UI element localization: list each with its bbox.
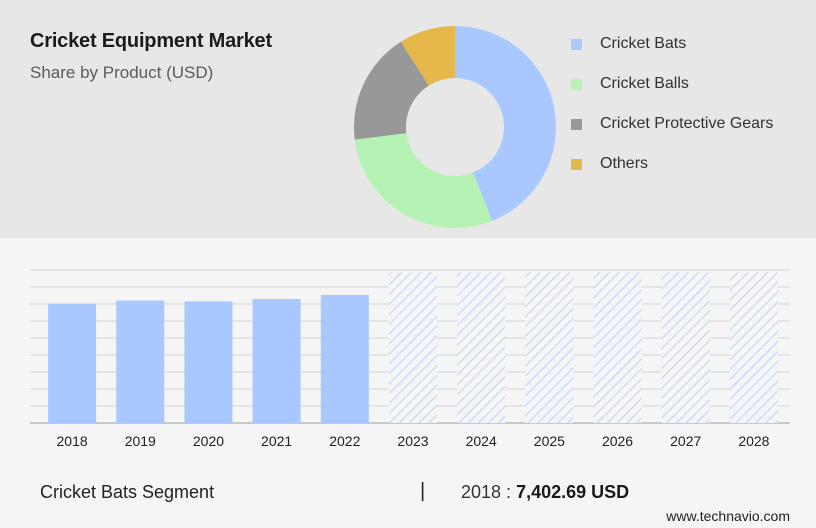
bar-forecast-2024 <box>457 272 506 423</box>
legend-item-others: Others <box>571 154 773 174</box>
bar-forecast-2026 <box>593 272 642 423</box>
footer-value: 7,402.69 USD <box>516 482 630 502</box>
bar-2021 <box>252 298 301 423</box>
donut-slice-others <box>400 26 455 86</box>
x-tick-label: 2026 <box>602 433 633 449</box>
year-value: 2018 : 7,402.69 USD <box>461 482 629 503</box>
bar-forecast-2025 <box>525 272 574 423</box>
x-tick-label: 2025 <box>534 433 565 449</box>
x-tick-label: 2019 <box>125 433 156 449</box>
legend-swatch-cricket-bats <box>571 38 582 50</box>
x-tick-label: 2024 <box>466 433 497 449</box>
donut-slice-cricket-bats <box>455 26 556 221</box>
x-tick-label: 2018 <box>57 433 88 449</box>
x-tick-label: 2027 <box>670 433 701 449</box>
footer-separator: : <box>501 482 517 502</box>
x-tick-label: 2021 <box>261 433 292 449</box>
legend: Cricket Bats Cricket Balls Cricket Prote… <box>571 34 773 194</box>
legend-label: Cricket Protective Gears <box>600 115 774 132</box>
x-tick-label: 2023 <box>397 433 428 449</box>
source-label: www.technavio.com <box>666 508 790 524</box>
x-tick-label: 2028 <box>738 433 769 449</box>
x-tick-label: 2022 <box>329 433 360 449</box>
legend-label: Cricket Bats <box>600 35 687 52</box>
segment-label: Cricket Bats Segment <box>40 482 215 502</box>
bar-2018 <box>48 303 97 423</box>
legend-swatch-others <box>571 158 582 170</box>
legend-item-cricket-protective-gears: Cricket Protective Gears <box>571 114 773 134</box>
x-tick-label: 2020 <box>193 433 224 449</box>
chart-title: Cricket Equipment Market <box>30 30 272 52</box>
legend-label: Cricket Balls <box>600 75 689 92</box>
bar-2022 <box>320 294 369 423</box>
bar-2020 <box>184 301 233 423</box>
donut-slice-cricket-protective-gears <box>354 41 429 140</box>
bar-2019 <box>116 300 165 423</box>
legend-item-cricket-bats: Cricket Bats <box>571 34 773 54</box>
bar-forecast-2028 <box>729 272 778 423</box>
donut-chart <box>354 26 556 228</box>
bar-forecast-2023 <box>389 272 437 423</box>
legend-swatch-cricket-protective-gears <box>571 118 582 130</box>
footer-year: 2018 <box>461 482 502 502</box>
legend-label: Others <box>600 155 649 172</box>
footer-divider: | <box>420 480 426 502</box>
legend-item-cricket-balls: Cricket Balls <box>571 74 773 94</box>
bar-forecast-2027 <box>661 272 710 423</box>
chart-subtitle: Share by Product (USD) <box>30 63 214 82</box>
donut-slice-cricket-balls <box>354 133 493 228</box>
legend-swatch-cricket-balls <box>571 78 582 90</box>
